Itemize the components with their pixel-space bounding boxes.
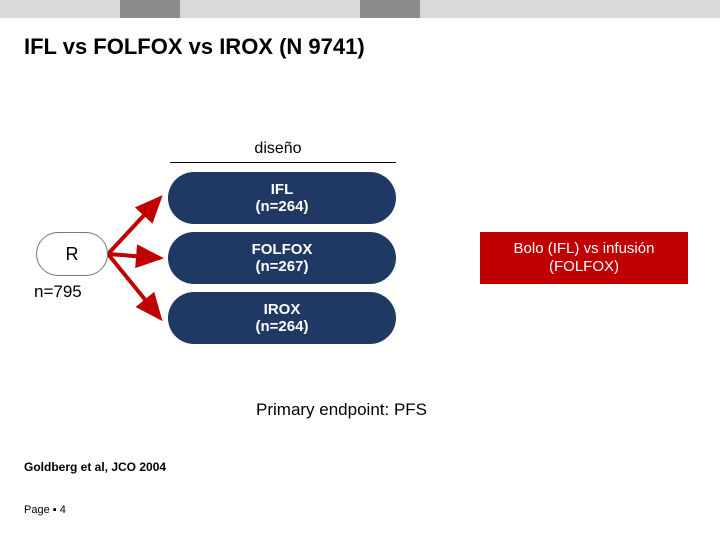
arm-folfox: FOLFOX (n=267) bbox=[168, 232, 396, 284]
randomization-node: R bbox=[36, 232, 108, 276]
slide-title: IFL vs FOLFOX vs IROX (N 9741) bbox=[24, 34, 365, 60]
design-underline bbox=[170, 162, 396, 163]
citation: Goldberg et al, JCO 2004 bbox=[24, 460, 166, 474]
arm-n: (n=267) bbox=[256, 258, 309, 275]
slide: IFL vs FOLFOX vs IROX (N 9741) diseño R … bbox=[0, 0, 720, 540]
randomization-label: R bbox=[66, 244, 79, 265]
arm-name: IROX bbox=[264, 301, 301, 318]
arm-irox: IROX (n=264) bbox=[168, 292, 396, 344]
arm-n: (n=264) bbox=[256, 198, 309, 215]
callout-line2: (FOLFOX) bbox=[549, 258, 619, 276]
comparison-callout: Bolo (IFL) vs infusión (FOLFOX) bbox=[480, 232, 688, 284]
design-label: diseño bbox=[218, 140, 338, 158]
randomization-n: n=795 bbox=[34, 282, 82, 302]
page-number: Page ▪ 4 bbox=[24, 504, 66, 516]
arm-ifl: IFL (n=264) bbox=[168, 172, 396, 224]
arm-name: IFL bbox=[271, 181, 294, 198]
arm-n: (n=264) bbox=[256, 318, 309, 335]
primary-endpoint: Primary endpoint: PFS bbox=[256, 400, 427, 420]
arm-name: FOLFOX bbox=[252, 241, 313, 258]
callout-line1: Bolo (IFL) vs infusión bbox=[514, 240, 655, 258]
header-decoration bbox=[0, 0, 720, 24]
